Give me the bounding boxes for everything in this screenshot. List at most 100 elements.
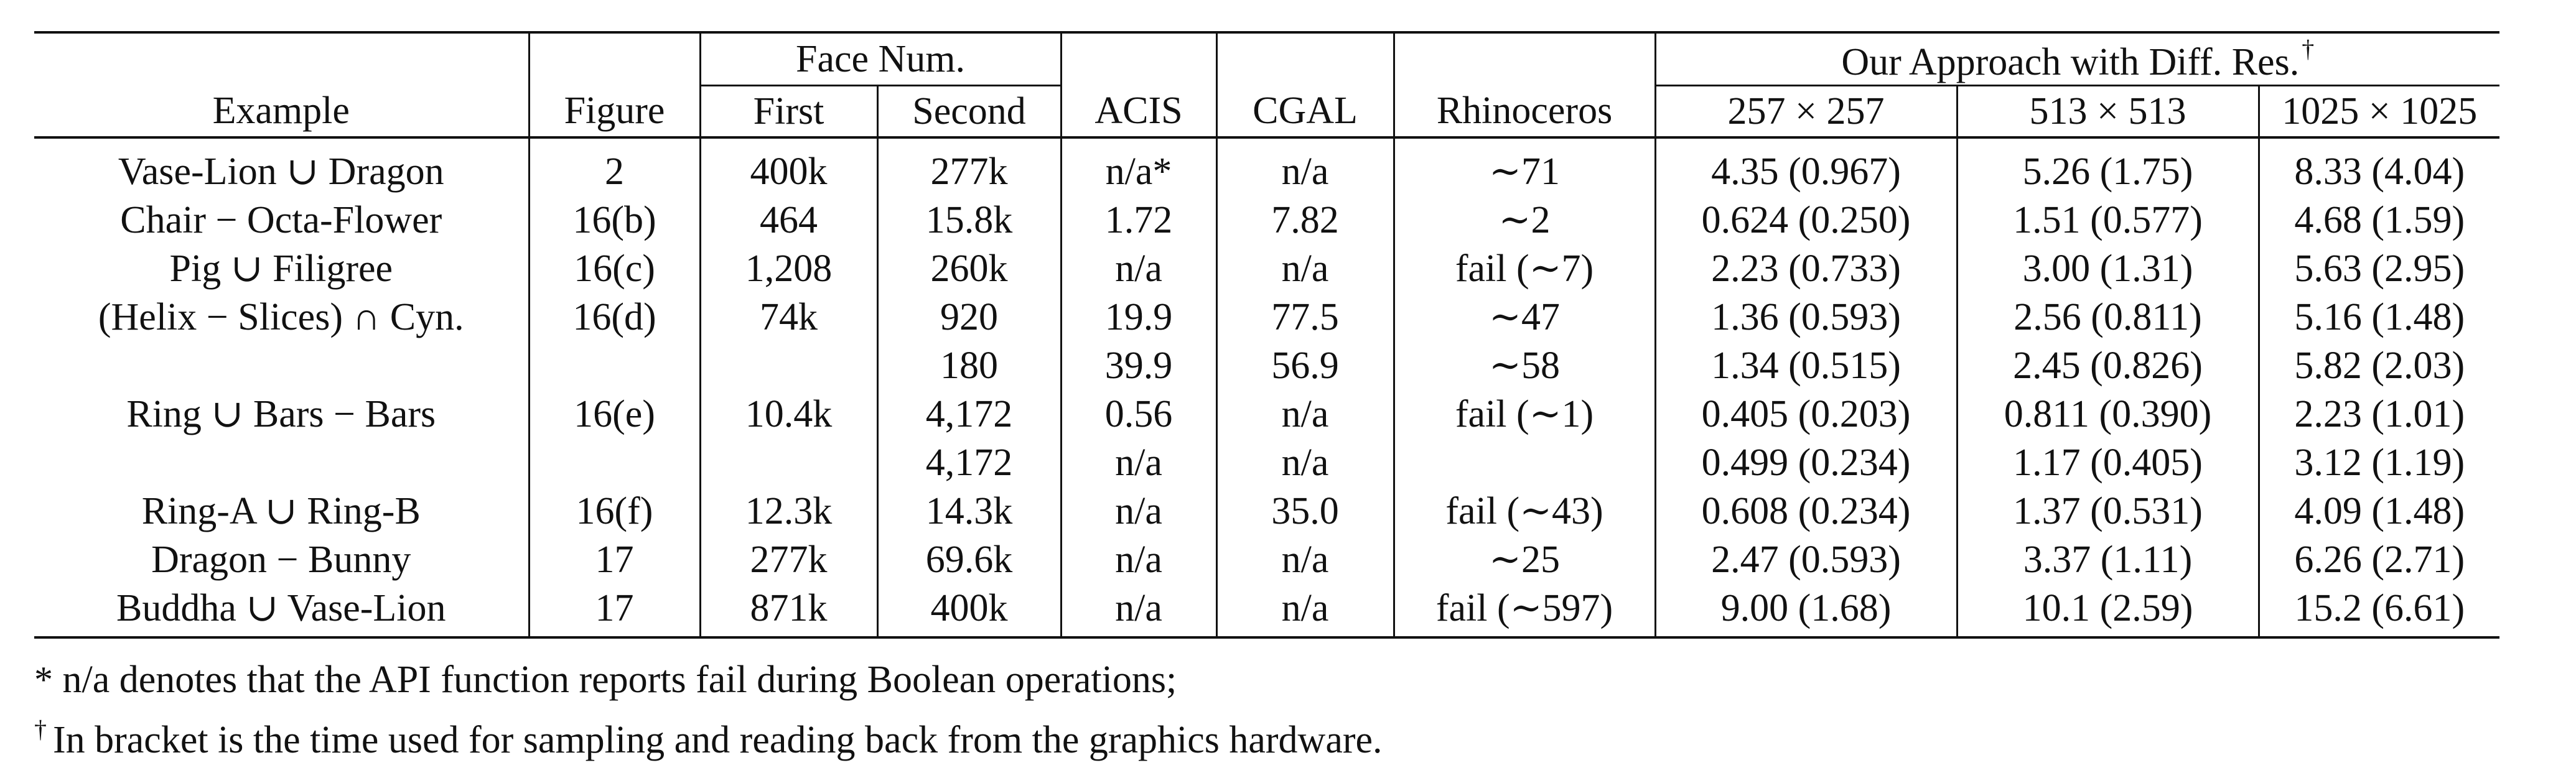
cell-example — [34, 341, 529, 390]
cell-res-1025: 6.26 (2.71) — [2257, 535, 2500, 584]
header-blank-rhino — [1393, 32, 1656, 86]
cell-first — [699, 438, 877, 487]
cell-res-257: 0.624 (0.250) — [1654, 196, 1958, 244]
cell-res-257: 1.34 (0.515) — [1654, 341, 1958, 390]
cell-res-513: 2.56 (0.811) — [1956, 293, 2259, 341]
cell-res-257: 2.23 (0.733) — [1654, 244, 1958, 293]
header-blank-example — [34, 32, 529, 86]
cell-second: 180 — [876, 341, 1062, 390]
cell-first: 1,208 — [699, 244, 877, 293]
cell-second: 277k — [876, 137, 1062, 196]
cell-res-513: 3.00 (1.31) — [1956, 244, 2259, 293]
table-body: Vase-Lion ∪ Dragon 2 400k 277k n/a* n/a ∼71 4.3… — [34, 137, 2500, 637]
cell-res-1025: 8.33 (4.04) — [2257, 137, 2500, 196]
cell-figure — [528, 438, 700, 487]
table-row: Ring-A ∪ Ring-B 16(f) 12.3k 14.3k n/a 35.0 fai… — [34, 487, 2500, 535]
table-row: (Helix − Slices) ∩ Cyn. 16(d) 74k 920 19.9 77… — [34, 293, 2500, 341]
header-row-1: Face Num. Our Approach with Diff. Res. † — [34, 32, 2500, 86]
cell-cgal: n/a — [1215, 137, 1394, 196]
cell-figure: 17 — [528, 584, 700, 637]
cell-acis: 19.9 — [1060, 293, 1217, 341]
cell-figure: 16(b) — [528, 196, 700, 244]
footnote-star-text: n/a denotes that the API function report… — [62, 659, 1177, 701]
cell-res-257: 1.36 (0.593) — [1654, 293, 1958, 341]
cell-cgal: n/a — [1215, 244, 1394, 293]
cell-second: 260k — [876, 244, 1062, 293]
cell-second: 400k — [876, 584, 1062, 637]
table-row: Chair − Octa-Flower 16(b) 464 15.8k 1.72 7.82… — [34, 196, 2500, 244]
table-row: Dragon − Bunny 17 277k 69.6k n/a n/a ∼25 2.47 (… — [34, 535, 2500, 584]
cell-acis: 39.9 — [1060, 341, 1217, 390]
cell-second: 4,172 — [876, 438, 1062, 487]
cell-rhino: ∼2 — [1393, 196, 1656, 244]
cell-acis: 1.72 — [1060, 196, 1217, 244]
cell-example: Ring ∪ Bars − Bars — [126, 393, 436, 435]
cell-rhino: ∼71 — [1393, 137, 1656, 196]
table-row: Buddha ∪ Vase-Lion 17 871k 400k n/a n/a fail (… — [34, 584, 2500, 637]
cell-res-1025: 4.09 (1.48) — [2257, 487, 2500, 535]
cell-second: 15.8k — [876, 196, 1062, 244]
cell-cgal: 7.82 — [1215, 196, 1394, 244]
cell-example: Dragon − Bunny — [151, 539, 411, 581]
header-figure: Figure — [528, 85, 700, 137]
cell-example: Buddha ∪ Vase-Lion — [116, 587, 446, 629]
cell-figure: 16(f) — [528, 487, 700, 535]
cell-example: Pig ∪ Filigree — [169, 248, 393, 290]
header-our-approach: Our Approach with Diff. Res. † — [1654, 32, 2500, 86]
cell-acis: n/a — [1060, 584, 1217, 637]
cell-res-513: 0.811 (0.390) — [1956, 390, 2259, 438]
cell-res-513: 3.37 (1.11) — [1956, 535, 2259, 584]
header-acis: ACIS — [1060, 85, 1217, 137]
cell-res-1025: 15.2 (6.61) — [2257, 584, 2500, 637]
footnote-dagger-text: In bracket is the time used for sampling… — [53, 719, 1383, 761]
header-face-num: Face Num. — [699, 32, 1062, 86]
cell-acis: n/a — [1060, 535, 1217, 584]
cell-example: Chair − Octa-Flower — [120, 199, 442, 241]
cell-rhino: ∼47 — [1393, 293, 1656, 341]
dagger-mark: † — [2302, 35, 2315, 63]
table-row: Pig ∪ Filigree 16(c) 1,208 260k n/a n/a fail (… — [34, 244, 2500, 293]
header-blank-figure — [528, 32, 700, 86]
header-blank-cgal — [1215, 32, 1394, 86]
header-blank-acis — [1060, 32, 1217, 86]
cell-figure: 16(d) — [528, 293, 700, 341]
header-res-257: 257 × 257 — [1654, 85, 1958, 137]
cell-rhino — [1393, 438, 1656, 487]
cell-figure: 17 — [528, 535, 700, 584]
cell-example — [34, 438, 529, 487]
header-first: First — [699, 85, 877, 137]
cell-rhino: ∼58 — [1393, 341, 1656, 390]
cell-res-513: 1.37 (0.531) — [1956, 487, 2259, 535]
cell-cgal: 35.0 — [1215, 487, 1394, 535]
cell-res-257: 0.608 (0.234) — [1654, 487, 1958, 535]
cell-first: 10.4k — [699, 390, 877, 438]
header-cgal: CGAL — [1215, 85, 1394, 137]
our-approach-label: Our Approach with Diff. Res. — [1841, 41, 2300, 83]
table-container: Face Num. Our Approach with Diff. Res. † … — [34, 31, 2500, 765]
cell-res-1025: 3.12 (1.19) — [2257, 438, 2500, 487]
cell-acis: 0.56 — [1060, 390, 1217, 438]
cell-res-513: 5.26 (1.75) — [1956, 137, 2259, 196]
cell-rhino: fail (∼1) — [1393, 390, 1656, 438]
cell-res-257: 4.35 (0.967) — [1654, 137, 1958, 196]
header-res-1025: 1025 × 1025 — [2257, 85, 2500, 137]
cell-first: 74k — [699, 293, 877, 341]
cell-second: 69.6k — [876, 535, 1062, 584]
table-row: 180 39.9 56.9 ∼58 1.34 (0.515) 2.45 (0.826) 5.… — [34, 341, 2500, 390]
cell-first: 12.3k — [699, 487, 877, 535]
cell-second: 4,172 — [876, 390, 1062, 438]
cell-res-1025: 4.68 (1.59) — [2257, 196, 2500, 244]
cell-figure — [528, 341, 700, 390]
header-res-513: 513 × 513 — [1956, 85, 2259, 137]
cell-cgal: n/a — [1215, 584, 1394, 637]
footnote-star: * n/a denotes that the API function repo… — [34, 655, 2499, 705]
cell-res-257: 0.499 (0.234) — [1654, 438, 1958, 487]
footnote-dagger-symbol: † — [34, 715, 47, 743]
cell-res-513: 1.17 (0.405) — [1956, 438, 2259, 487]
cell-res-513: 1.51 (0.577) — [1956, 196, 2259, 244]
cell-res-1025: 5.16 (1.48) — [2257, 293, 2500, 341]
cell-cgal: n/a — [1215, 535, 1394, 584]
cell-cgal: 56.9 — [1215, 341, 1394, 390]
header-row-2: Example Figure First Second ACIS CGAL Rh… — [34, 85, 2500, 137]
table-row: Ring ∪ Bars − Bars 16(e) 10.4k 4,172 0.56 n/a… — [34, 390, 2500, 438]
